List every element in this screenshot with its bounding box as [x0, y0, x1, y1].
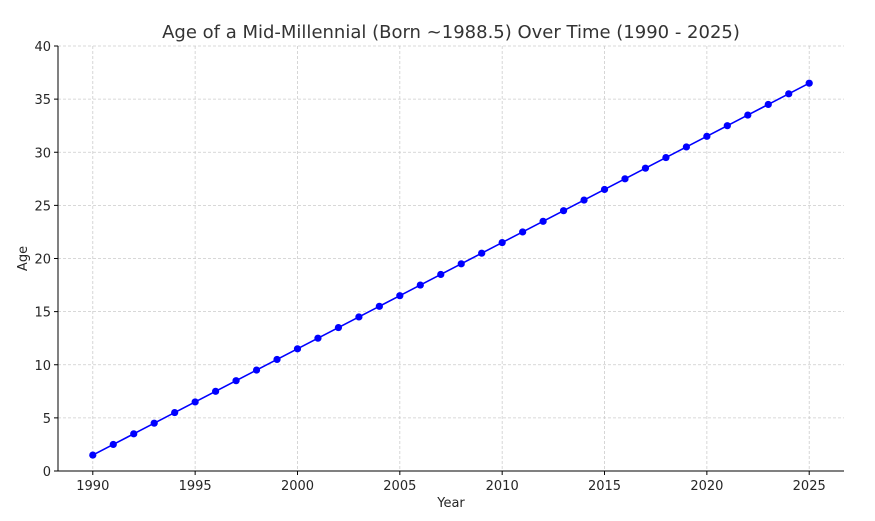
data-point: [621, 175, 629, 183]
x-tick-label: 2005: [383, 479, 416, 494]
y-tick-label: 30: [34, 146, 51, 161]
data-point: [375, 302, 383, 310]
x-tick-label: 2025: [793, 479, 826, 494]
data-point: [334, 323, 343, 332]
data-point: [559, 207, 568, 215]
data-point: [805, 79, 813, 87]
grid: [58, 45, 844, 472]
data-point: [600, 185, 609, 194]
x-tick-label: 1990: [76, 479, 109, 494]
x-tick-label: 2020: [690, 479, 723, 494]
chart-title: Age of a Mid-Millennial (Born ~1988.5) O…: [162, 22, 740, 43]
y-ticks: 0 5 10 15 20 25 30 35 40: [34, 40, 58, 480]
data-point: [130, 430, 138, 438]
data-point: [723, 122, 731, 130]
data-point: [478, 249, 486, 257]
data-point: [293, 345, 302, 353]
data-point: [744, 111, 752, 119]
data-point: [273, 355, 281, 364]
data-point: [212, 387, 220, 395]
x-axis-label: Year: [436, 496, 465, 511]
data-point: [519, 228, 527, 236]
y-tick-label: 35: [34, 93, 51, 108]
data-point: [682, 143, 690, 151]
y-tick-label: 0: [43, 465, 51, 480]
y-tick-label: 40: [34, 40, 51, 55]
data-point: [252, 366, 261, 374]
data-point: [641, 164, 650, 172]
data-point: [109, 440, 117, 449]
data-point: [785, 90, 793, 98]
data-point: [191, 398, 199, 406]
x-tick-label: 2000: [281, 479, 314, 494]
data-point: [171, 408, 179, 417]
x-tick-label: 1995: [179, 479, 212, 494]
data-point: [416, 281, 424, 289]
data-point: [764, 100, 772, 109]
y-axis-label: Age: [16, 246, 31, 271]
data-point: [498, 238, 506, 247]
data-point: [662, 153, 670, 162]
y-tick-label: 5: [43, 412, 51, 427]
series-layer: [89, 79, 813, 459]
x-ticks: 1990 1995 2000 2005 2010 2015 2020 2025: [76, 471, 826, 494]
y-tick-label: 10: [34, 359, 51, 374]
data-point: [703, 132, 711, 140]
data-point: [355, 313, 363, 321]
y-tick-label: 25: [34, 199, 51, 214]
data-point: [232, 377, 240, 385]
data-point: [539, 217, 547, 225]
data-point: [314, 334, 322, 342]
y-tick-label: 20: [34, 253, 51, 268]
data-point: [396, 292, 404, 300]
y-tick-label: 15: [34, 306, 51, 321]
x-tick-label: 2015: [588, 479, 621, 494]
data-point: [457, 260, 465, 268]
data-point: [437, 270, 445, 279]
x-tick-label: 2010: [486, 479, 519, 494]
data-point: [580, 196, 588, 204]
data-point: [89, 451, 97, 459]
data-point: [150, 419, 158, 427]
series-line: [92, 82, 810, 456]
